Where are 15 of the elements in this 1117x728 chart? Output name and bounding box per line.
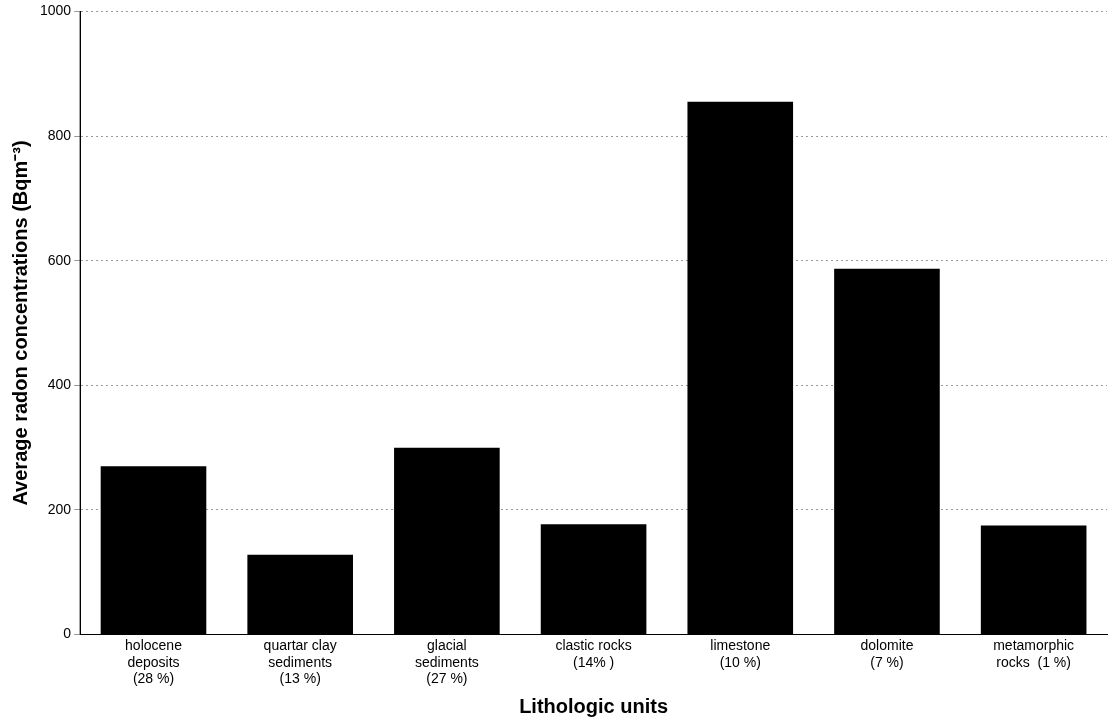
x-tick-label: limestone (10 %)	[710, 636, 771, 670]
y-tick-label: 0	[63, 625, 72, 642]
x-axis-title: Lithologic units	[519, 694, 669, 717]
y-tick-label: 200	[47, 500, 72, 517]
y-tick-label: 600	[47, 251, 72, 268]
x-tick-label: quartar clay sediments (13 %)	[263, 636, 337, 687]
x-tick-label: dolomite (7 %)	[860, 636, 914, 670]
y-tick-label: 1000	[39, 2, 72, 19]
x-tick-label: clastic rocks (14% )	[555, 636, 632, 670]
y-tick-label: 800	[47, 126, 72, 143]
x-tick-label: metamorphic rocks (1 %)	[993, 636, 1075, 670]
x-tick-label: holocene deposits (28 %)	[125, 636, 183, 687]
y-axis-title: Average radon concentrations (Bqm⁻³)	[8, 140, 31, 506]
y-tick-label: 400	[47, 376, 72, 393]
x-tick-label: glacial sediments (27 %)	[414, 636, 479, 687]
